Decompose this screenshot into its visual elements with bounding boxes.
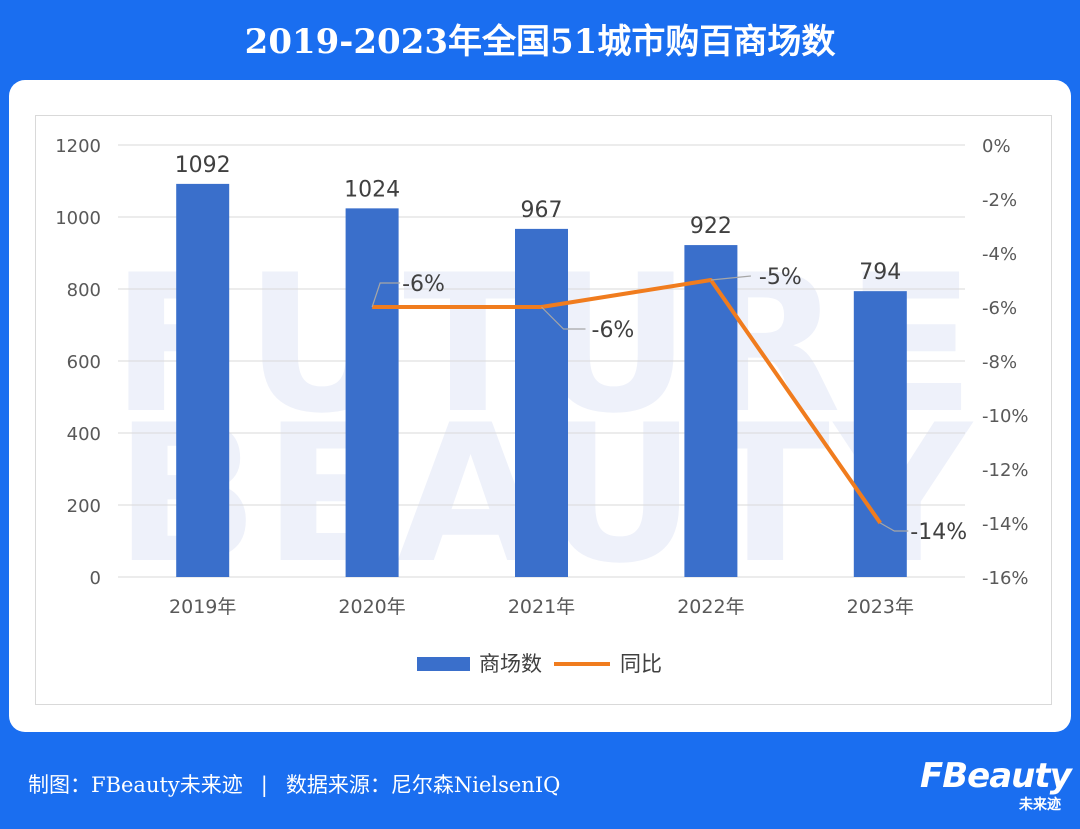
y-left-tick-label: 800: [67, 280, 101, 301]
y-right-tick-label: -14%: [982, 514, 1029, 535]
y-left-tick-label: 400: [67, 424, 101, 445]
fbeauty-logo: FBeauty 未来迹: [920, 756, 1072, 814]
label-leader-line: [880, 522, 909, 532]
chart-title: 2019-2023年全国51城市购百商场数: [244, 22, 836, 62]
bar: [515, 228, 568, 577]
y-left-tick-label: 600: [67, 352, 101, 373]
x-tick-label: 2023年: [847, 596, 914, 618]
footer: 制图：FBeauty未来迹 | 数据来源：尼尔森NielsenIQ: [28, 769, 560, 799]
line-value-label: -6%: [402, 272, 445, 297]
x-tick-label: 2021年: [508, 596, 575, 618]
legend-line-label: 同比: [620, 652, 662, 676]
y-right-tick-label: -6%: [982, 298, 1017, 319]
y-left-tick-label: 1000: [55, 208, 101, 229]
bar-value-label: 922: [690, 214, 732, 239]
y-right-tick-label: -4%: [982, 244, 1017, 265]
y-right-tick-label: -2%: [982, 190, 1017, 211]
y-left-tick-label: 1200: [55, 136, 101, 157]
y-left-tick-label: 0: [90, 568, 101, 589]
bar: [176, 183, 230, 577]
line-value-label: -5%: [759, 265, 802, 290]
bar: [345, 208, 399, 578]
y-right-tick-label: 0%: [982, 136, 1011, 157]
legend-bar-label: 商场数: [479, 652, 542, 676]
credit-text: 制图：FBeauty未来迹: [28, 773, 243, 797]
bar-value-label: 1024: [344, 177, 400, 202]
y-right-tick-label: -12%: [982, 460, 1029, 481]
label-leader-line: [541, 306, 586, 330]
x-tick-label: 2020年: [338, 596, 405, 618]
y-right-tick-label: -10%: [982, 406, 1029, 427]
bar-value-label: 967: [521, 198, 563, 223]
x-tick-label: 2019年: [169, 596, 236, 618]
bar-value-label: 794: [859, 260, 901, 285]
y-right-tick-label: -16%: [982, 568, 1029, 589]
bar: [853, 291, 907, 577]
line-value-label: -6%: [592, 318, 635, 343]
x-tick-label: 2022年: [677, 596, 744, 618]
legend-bar-swatch: [417, 657, 470, 671]
line-value-label: -14%: [910, 520, 967, 545]
bar: [684, 245, 738, 577]
label-leader-line: [371, 282, 401, 308]
footer-separator: |: [260, 773, 268, 797]
bar-value-label: 1092: [175, 153, 231, 178]
line-yoy: [372, 278, 882, 525]
logo-wordmark: FBeauty: [920, 756, 1072, 796]
label-leader-line: [710, 275, 751, 281]
logo-subtext: 未来迹: [1019, 797, 1061, 813]
y-left-tick-label: 200: [67, 496, 101, 517]
y-right-tick-label: -8%: [982, 352, 1017, 373]
source-text: 数据来源：尼尔森NielsenIQ: [285, 773, 561, 797]
